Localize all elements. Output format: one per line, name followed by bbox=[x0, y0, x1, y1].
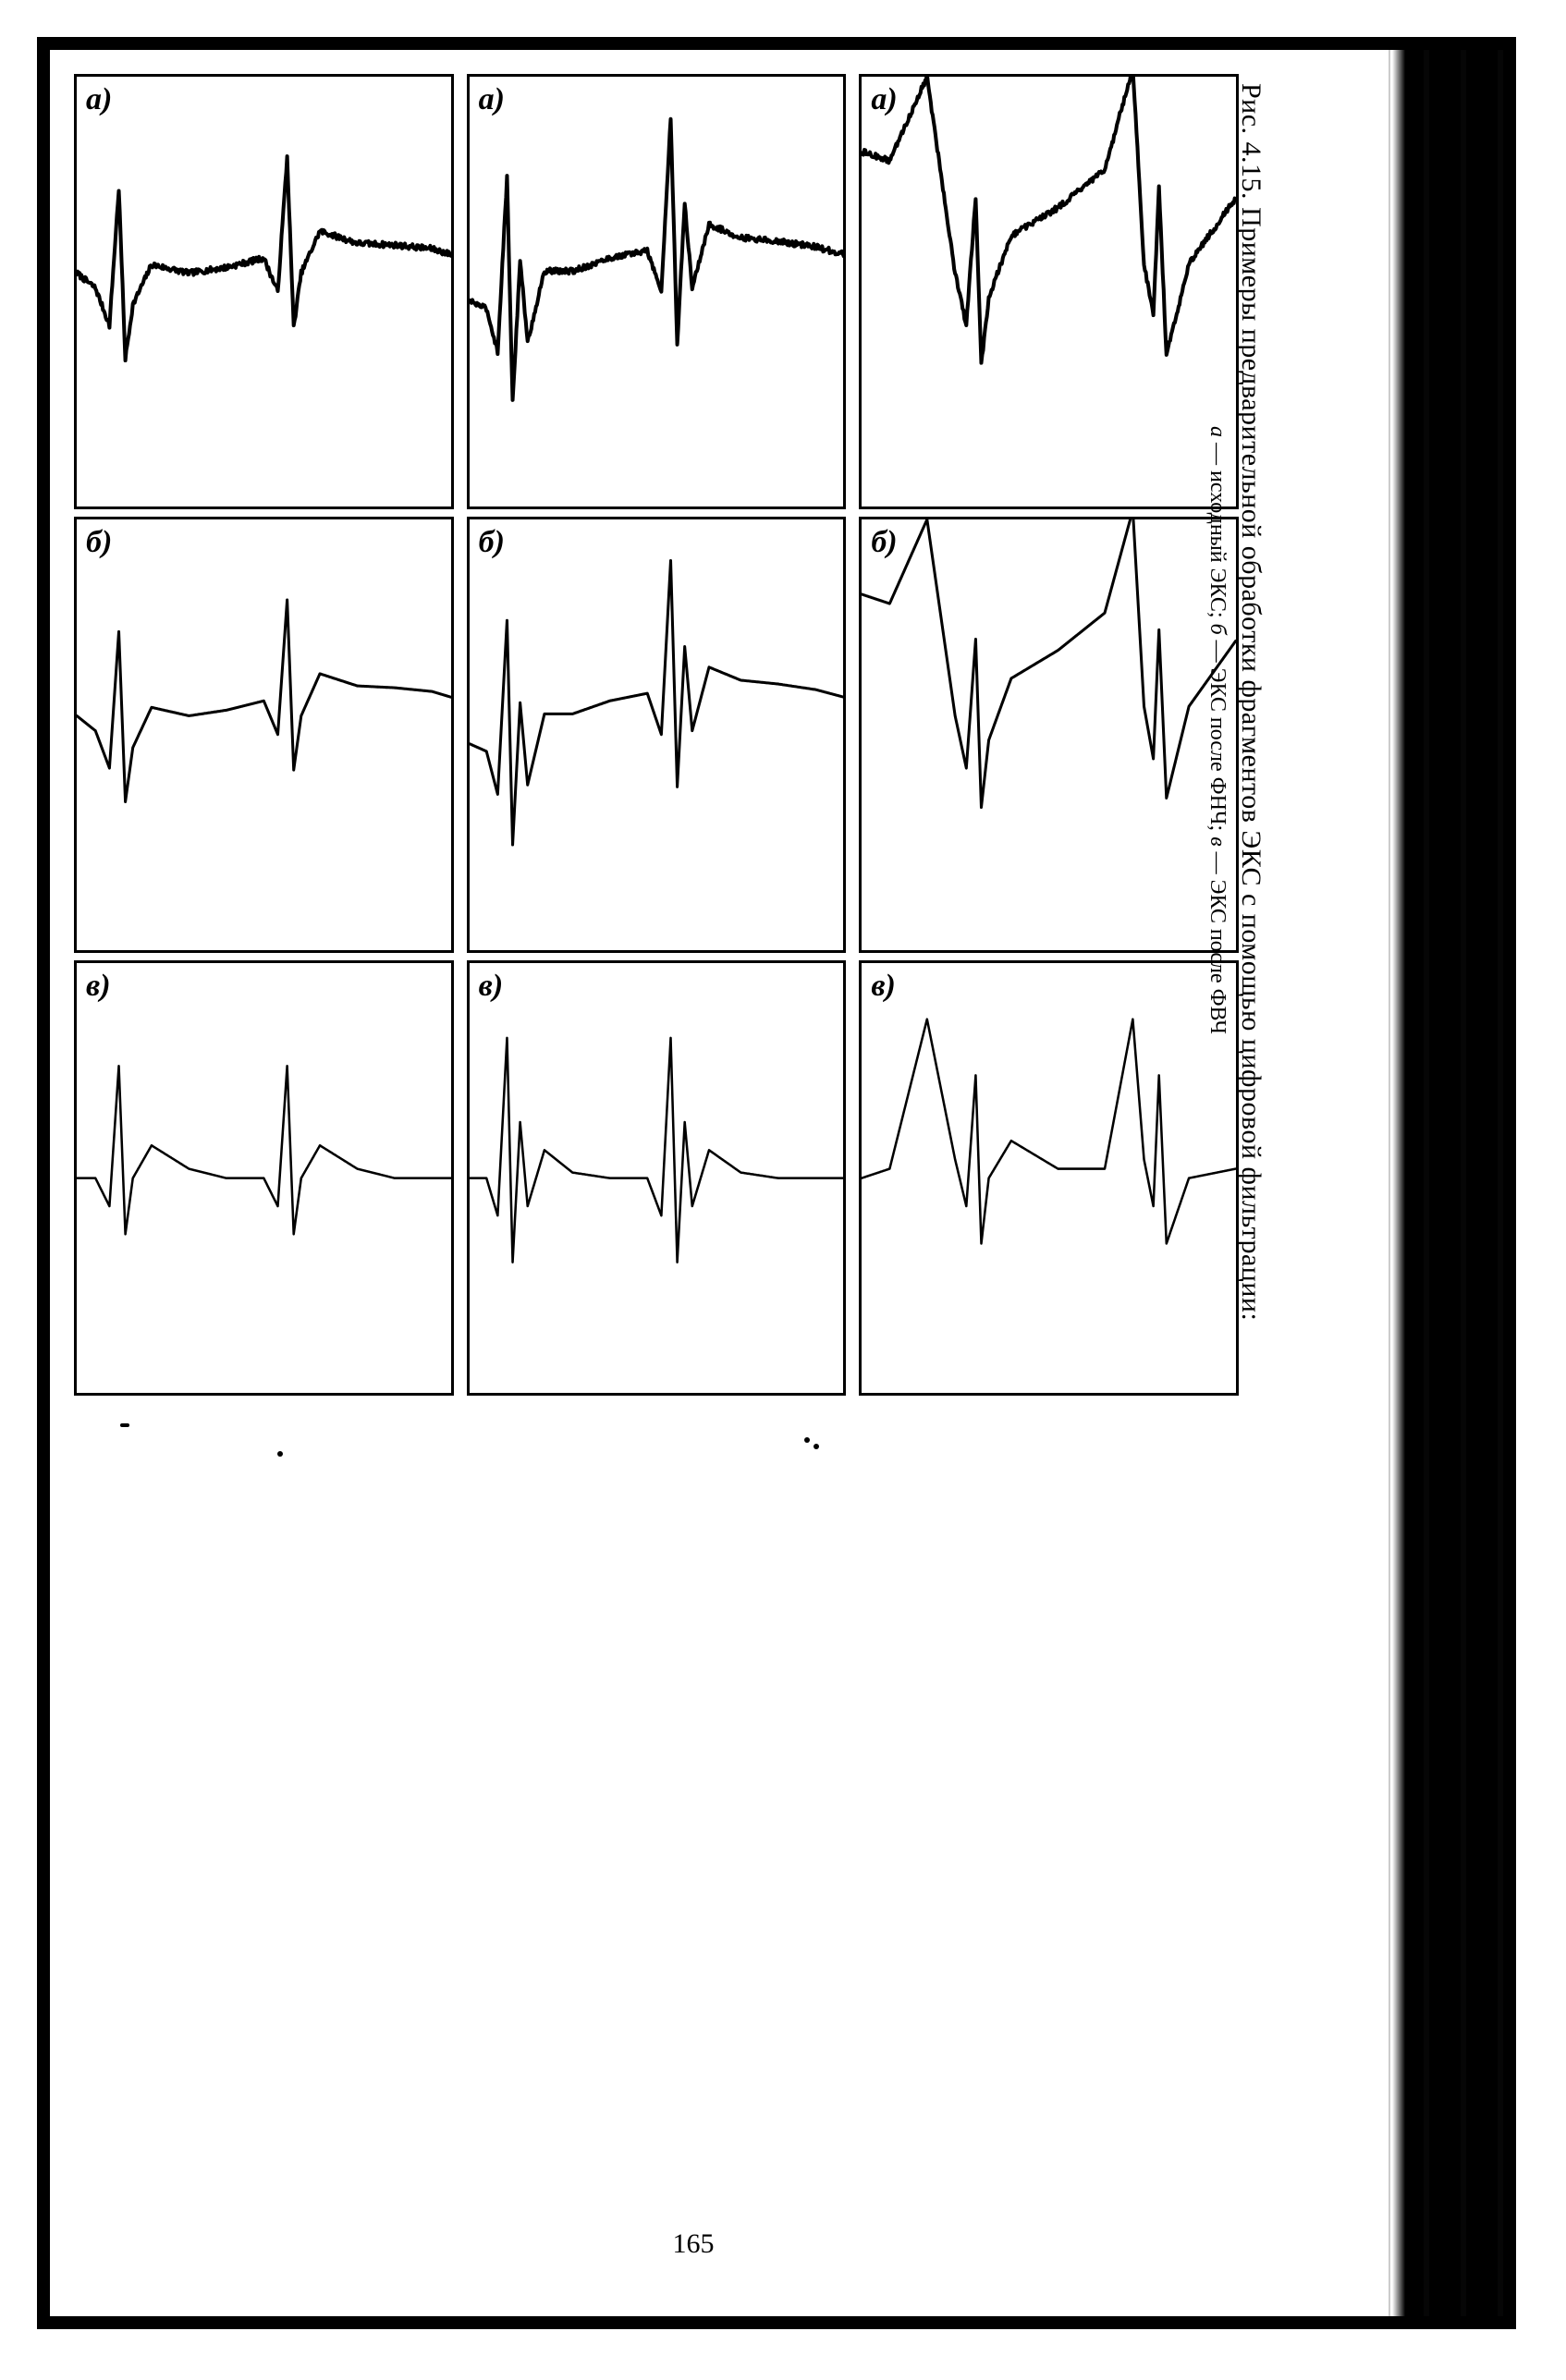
signal-trace bbox=[470, 519, 844, 949]
figure-panel: б) bbox=[859, 517, 1239, 952]
caption-main: Примеры предварительной обработки фрагме… bbox=[1236, 207, 1266, 1321]
speck bbox=[120, 1423, 129, 1427]
speck bbox=[804, 1437, 810, 1443]
caption-prefix: Рис. 4.15. bbox=[1236, 83, 1266, 200]
figure-panel: б) bbox=[467, 517, 847, 952]
scanned-page: а)б)в)а)б)в)а)б)в) Рис. 4.15. Примеры пр… bbox=[0, 0, 1566, 2380]
signal-trace bbox=[862, 963, 1236, 1393]
page-inner-edge bbox=[1389, 50, 1390, 2316]
signal-trace bbox=[862, 519, 1236, 949]
signal-trace bbox=[77, 519, 451, 949]
book-binding-edge bbox=[1405, 50, 1516, 2316]
caption-line-2: а — исходный ЭКС; б — ЭКС после ФНЧ; в —… bbox=[1205, 83, 1230, 1377]
caption-text-v: — ЭКС после ФВЧ bbox=[1205, 847, 1230, 1034]
caption-key-b: б bbox=[1205, 624, 1230, 635]
figure-panel: в) bbox=[859, 960, 1239, 1396]
figure-panel: в) bbox=[467, 960, 847, 1396]
speck bbox=[277, 1451, 283, 1457]
figure-panel: б) bbox=[74, 517, 454, 952]
signal-trace bbox=[470, 963, 844, 1393]
figure-panel: а) bbox=[74, 74, 454, 509]
caption-key-a: а bbox=[1205, 426, 1230, 437]
figure-caption: Рис. 4.15. Примеры предварительной обраб… bbox=[1205, 83, 1266, 1377]
figure-column: а)б)в) bbox=[859, 74, 1239, 1396]
signal-trace bbox=[77, 963, 451, 1393]
speck bbox=[814, 1444, 819, 1449]
figure-column: а)б)в) bbox=[74, 74, 454, 1396]
signal-trace bbox=[77, 77, 451, 507]
figure-panel: в) bbox=[74, 960, 454, 1396]
page-number: 165 bbox=[0, 2228, 1387, 2260]
figure-column: а)б)в) bbox=[467, 74, 847, 1396]
figure-4-15: а)б)в)а)б)в)а)б)в) bbox=[74, 74, 1239, 1396]
caption-text-a: — исходный ЭКС; bbox=[1205, 437, 1230, 624]
figure-panel: а) bbox=[859, 74, 1239, 509]
caption-line-1: Рис. 4.15. Примеры предварительной обраб… bbox=[1235, 83, 1266, 1377]
signal-trace bbox=[470, 77, 844, 507]
figure-panel: а) bbox=[467, 74, 847, 509]
caption-text-b: — ЭКС после ФНЧ; bbox=[1205, 635, 1230, 837]
caption-key-v: в bbox=[1205, 836, 1230, 846]
signal-trace bbox=[862, 77, 1236, 507]
